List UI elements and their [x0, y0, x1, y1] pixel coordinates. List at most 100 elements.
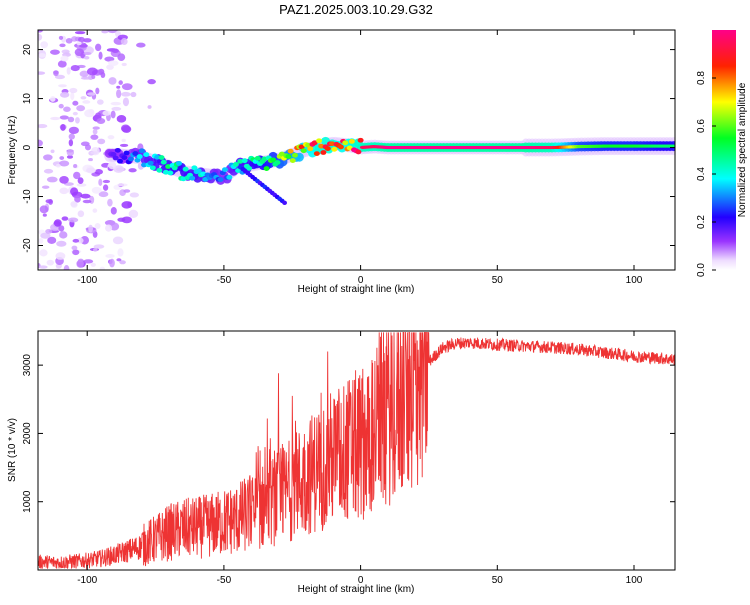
noise-blob	[57, 60, 67, 68]
ridge-point	[121, 155, 128, 160]
noise-blob	[76, 105, 86, 112]
noise-blob	[118, 80, 123, 85]
ridge-point	[127, 156, 134, 162]
noise-blob	[102, 179, 111, 184]
spectrogram-ytick-label: 0	[22, 144, 33, 150]
noise-blob	[50, 49, 60, 55]
ridge-point	[246, 165, 253, 171]
spectrogram-xtick-label: -100	[77, 275, 97, 286]
ridge-point	[311, 140, 318, 146]
noise-blob	[88, 157, 93, 162]
noise-blob	[73, 171, 81, 180]
snr-plot: -100 -50 0 50 100 1000 2000 3000 Height of str…	[7, 330, 676, 595]
noise-blob	[117, 248, 124, 257]
spectrogram-ytick-label: -20	[22, 238, 33, 253]
ridge-point	[300, 148, 307, 154]
noise-blob	[83, 56, 90, 60]
noise-blob	[87, 92, 96, 96]
ridge-point	[149, 165, 156, 171]
noise-blob	[91, 186, 102, 194]
noise-blob	[41, 185, 50, 189]
noise-blob	[129, 192, 139, 198]
noise-blob	[59, 115, 69, 120]
noise-blob	[108, 160, 117, 170]
noise-blob	[70, 201, 78, 207]
noise-blob	[108, 60, 119, 66]
noise-blob	[80, 96, 87, 100]
noise-blob	[46, 176, 58, 183]
noise-blob	[83, 51, 92, 56]
noise-blob	[58, 103, 64, 109]
ridge-point	[134, 157, 141, 163]
noise-blob	[66, 149, 75, 157]
ridge-point	[263, 166, 270, 171]
colorbar-tick-label: 0.2	[696, 215, 707, 229]
ridge-point	[331, 146, 338, 152]
snr-xtick-label: -50	[217, 575, 232, 586]
figure-title: PAZ1.2025.003.10.29.G32	[279, 2, 433, 17]
noise-blob	[82, 100, 91, 104]
noise-blob	[39, 205, 49, 214]
noise-blob	[74, 195, 81, 203]
ridge-point	[320, 150, 327, 155]
noise-blob	[77, 177, 84, 185]
noise-blob	[102, 110, 111, 116]
ridge-point	[176, 161, 183, 166]
noise-blob	[112, 236, 124, 245]
noise-blob	[121, 201, 133, 209]
noise-blob	[111, 106, 122, 111]
noise-blob	[53, 219, 62, 227]
snr-ytick-label: 1000	[22, 490, 33, 513]
noise-blob	[107, 198, 113, 207]
noise-blob	[101, 30, 109, 34]
noise-blob	[84, 109, 95, 118]
noise-blob	[76, 237, 84, 244]
noise-blob	[38, 139, 43, 147]
ridge-point	[348, 138, 355, 144]
snr-ylabel: SNR (10 * v/v)	[7, 418, 18, 482]
noise-blob	[136, 42, 146, 48]
noise-blob	[86, 67, 98, 76]
noise-blob	[128, 209, 139, 219]
noise-blob	[78, 44, 88, 48]
colorbar-tick-label: 0.4	[696, 167, 707, 181]
ridge-point	[147, 160, 154, 166]
noise-blob	[110, 110, 116, 119]
ridge-branch-point	[282, 200, 287, 206]
noise-blob	[40, 232, 51, 239]
snr-xtick-label: 0	[358, 575, 364, 586]
spectrogram-ytick-label: 10	[22, 93, 33, 105]
noise-blob	[123, 189, 131, 193]
noise-blob	[61, 216, 69, 221]
ridge-point	[298, 144, 305, 150]
noise-blob	[88, 224, 93, 233]
ridge-point	[110, 152, 117, 157]
noise-blob	[70, 187, 79, 196]
noise-blob	[110, 101, 122, 106]
spectrogram-ytick-label: -10	[22, 189, 33, 204]
colorbar-tick-label: 0.0	[696, 263, 707, 277]
ridge-point	[287, 148, 294, 154]
spectrogram-xtick-label: 100	[626, 275, 643, 286]
noise-blob	[107, 135, 115, 140]
noise-blob	[63, 264, 70, 270]
noise-blob	[116, 115, 127, 123]
noise-blob	[95, 43, 102, 52]
noise-blob	[45, 199, 53, 204]
ridge-point	[232, 161, 239, 167]
noise-blob	[130, 91, 137, 98]
noise-blob	[77, 210, 85, 218]
snr-series-line	[38, 331, 675, 570]
noise-blob	[121, 91, 131, 97]
ridge-point	[156, 167, 163, 173]
noise-blob	[55, 252, 66, 260]
noise-blob	[80, 141, 90, 147]
noise-blob	[76, 41, 82, 46]
noise-blob	[63, 106, 71, 112]
noise-blob	[66, 155, 74, 159]
ridge-point	[136, 154, 143, 159]
noise-blob	[121, 216, 133, 224]
noise-blob	[92, 126, 100, 130]
